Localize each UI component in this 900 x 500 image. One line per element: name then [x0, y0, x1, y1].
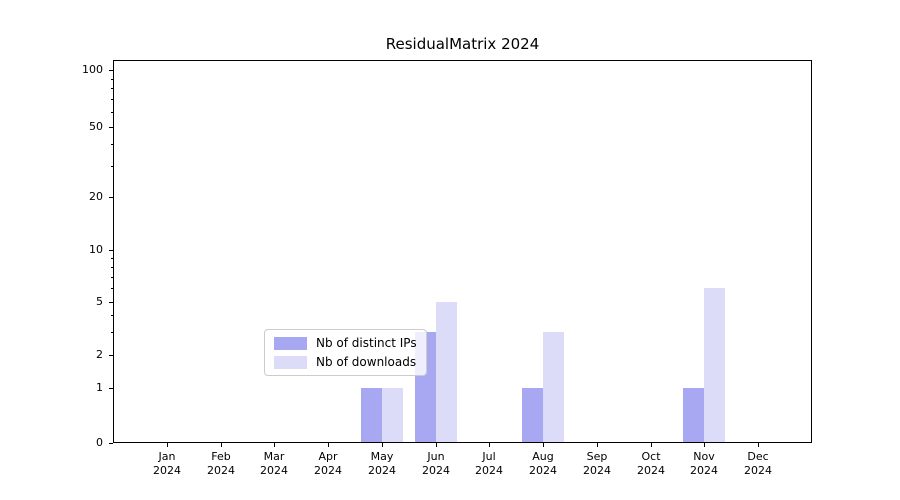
chart-title: ResidualMatrix 2024 [385, 35, 540, 53]
plot-area [113, 60, 812, 443]
y-tick-2 [109, 355, 113, 356]
legend-item-distinct-ips: Nb of distinct IPs [274, 336, 417, 350]
y-tick-label-100: 100 [82, 63, 103, 76]
x-tick-may [382, 443, 383, 447]
bar-downloads-nov [704, 288, 725, 442]
x-tick-label-jul: Jul 2024 [475, 450, 503, 477]
y-minor-tick-80 [111, 88, 113, 89]
y-tick-label-1: 1 [96, 381, 103, 394]
y-minor-tick-8 [111, 267, 113, 268]
y-minor-tick-4 [111, 315, 113, 316]
x-tick-label-apr: Apr 2024 [314, 450, 342, 477]
y-minor-tick-9 [111, 258, 113, 259]
x-tick-label-jan: Jan 2024 [153, 450, 181, 477]
x-tick-nov [704, 443, 705, 447]
x-tick-label-aug: Aug 2024 [529, 450, 557, 477]
y-tick-label-2: 2 [96, 348, 103, 361]
y-minor-tick-30 [111, 166, 113, 167]
y-minor-tick-40 [111, 144, 113, 145]
y-minor-tick-60 [111, 112, 113, 113]
bar-downloads-aug [543, 332, 564, 442]
y-tick-label-10: 10 [89, 243, 103, 256]
x-tick-feb [221, 443, 222, 447]
x-tick-label-dec: Dec 2024 [744, 450, 772, 477]
y-tick-50 [109, 127, 113, 128]
y-minor-tick-90 [111, 79, 113, 80]
x-tick-label-may: May 2024 [368, 450, 396, 477]
y-tick-label-50: 50 [89, 120, 103, 133]
bar-downloads-may [382, 388, 403, 442]
y-tick-label-5: 5 [96, 295, 103, 308]
legend: Nb of distinct IPs Nb of downloads [264, 329, 427, 376]
x-tick-apr [328, 443, 329, 447]
x-tick-dec [758, 443, 759, 447]
x-tick-mar [274, 443, 275, 447]
bar-downloads-jun [436, 302, 457, 442]
bar-distinct-ips-nov [683, 388, 704, 442]
x-tick-jun [436, 443, 437, 447]
y-tick-1 [109, 388, 113, 389]
x-tick-oct [651, 443, 652, 447]
x-tick-sep [597, 443, 598, 447]
x-tick-label-mar: Mar 2024 [260, 450, 288, 477]
legend-swatch-distinct-ips [274, 336, 307, 350]
y-minor-tick-6 [111, 288, 113, 289]
x-tick-aug [543, 443, 544, 447]
bar-distinct-ips-may [361, 388, 382, 442]
x-tick-label-jun: Jun 2024 [422, 450, 450, 477]
y-tick-5 [109, 302, 113, 303]
legend-item-downloads: Nb of downloads [274, 355, 417, 369]
y-minor-tick-3 [111, 332, 113, 333]
y-tick-label-20: 20 [89, 190, 103, 203]
y-tick-10 [109, 250, 113, 251]
x-tick-jul [489, 443, 490, 447]
x-tick-label-feb: Feb 2024 [207, 450, 235, 477]
y-tick-label-0: 0 [96, 436, 103, 449]
x-tick-label-sep: Sep 2024 [583, 450, 611, 477]
y-tick-20 [109, 197, 113, 198]
bar-distinct-ips-aug [522, 388, 543, 442]
x-tick-label-oct: Oct 2024 [637, 450, 665, 477]
legend-swatch-downloads [274, 355, 307, 369]
x-tick-jan [167, 443, 168, 447]
y-tick-0 [109, 443, 113, 444]
legend-label-distinct-ips: Nb of distinct IPs [316, 336, 417, 350]
y-tick-100 [109, 70, 113, 71]
legend-label-downloads: Nb of downloads [316, 355, 417, 369]
x-tick-label-nov: Nov 2024 [690, 450, 718, 477]
y-minor-tick-7 [111, 277, 113, 278]
y-minor-tick-70 [111, 99, 113, 100]
